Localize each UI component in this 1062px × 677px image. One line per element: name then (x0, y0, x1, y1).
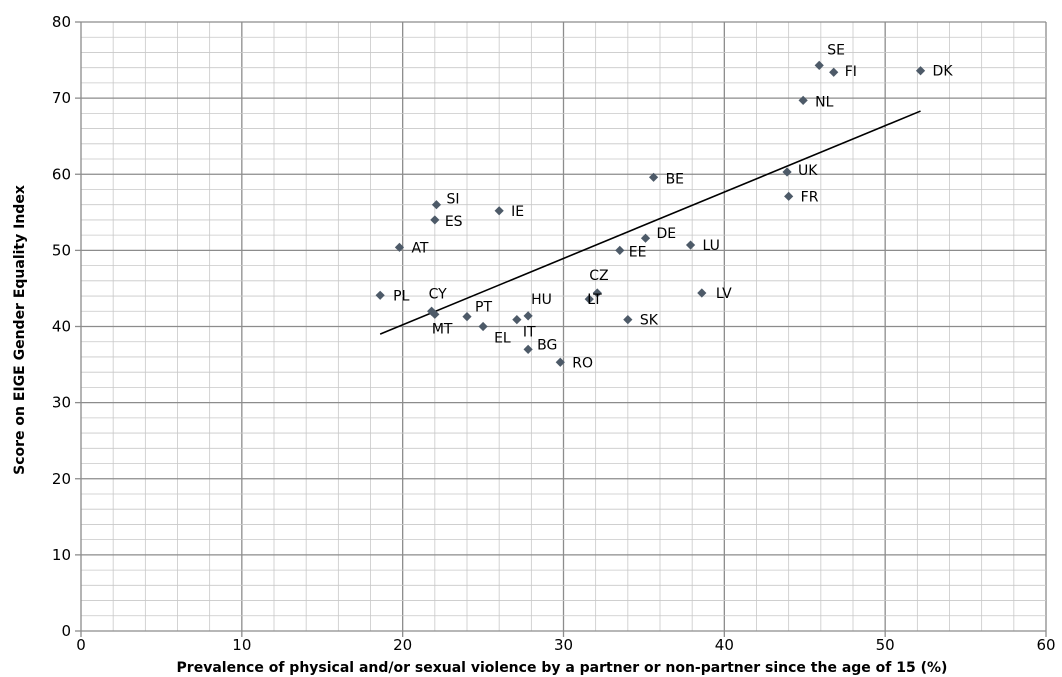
point-marker-mt (430, 309, 440, 319)
y-tick-label: 10 (52, 546, 71, 564)
y-axis-title: Score on EIGE Gender Equality Index (12, 185, 28, 475)
y-tick-label: 70 (52, 89, 71, 107)
point-marker-pl (375, 290, 385, 300)
point-marker-lu (685, 240, 696, 250)
point-label-be: BE (666, 171, 684, 187)
point-label-dk: DK (933, 64, 954, 80)
point-marker-lv (697, 288, 707, 298)
point-label-sk: SK (640, 313, 659, 329)
point-marker-si (431, 200, 442, 210)
x-tick-label: 40 (715, 636, 734, 654)
point-marker-at (394, 242, 405, 252)
point-marker-ie (494, 206, 504, 216)
point-label-el: EL (494, 331, 511, 347)
point-label-fr: FR (801, 189, 819, 205)
point-label-fi: FI (845, 64, 857, 80)
point-marker-it (512, 315, 522, 325)
point-label-lv: LV (716, 286, 732, 302)
x-tick-label: 60 (1036, 636, 1055, 654)
point-label-at: AT (411, 240, 428, 256)
point-label-ee: EE (629, 244, 647, 260)
axes (75, 21, 1047, 637)
point-label-it: IT (523, 325, 536, 341)
point-marker-es (430, 215, 440, 225)
point-marker-lt (584, 294, 594, 304)
x-axis-title: Prevalence of physical and/or sexual vio… (177, 660, 948, 676)
point-marker-se (814, 60, 824, 70)
point-marker-el (478, 321, 488, 332)
point-label-pl: PL (393, 288, 409, 304)
y-tick-label: 60 (52, 165, 71, 183)
point-label-uk: UK (798, 163, 818, 179)
point-label-si: SI (446, 192, 459, 208)
point-label-cy: CY (429, 286, 448, 302)
point-marker-cy (427, 306, 437, 316)
y-tick-label: 30 (52, 394, 71, 412)
point-label-ie: IE (511, 204, 524, 220)
point-marker-ee (615, 245, 625, 255)
point-label-es: ES (445, 214, 463, 230)
point-marker-fi (829, 67, 839, 77)
y-tick-label: 50 (52, 241, 71, 259)
point-marker-nl (798, 95, 808, 106)
point-label-pt: PT (475, 300, 492, 316)
point-label-de: DE (657, 226, 677, 242)
y-tick-label: 40 (52, 318, 71, 336)
x-tick-label: 0 (76, 636, 86, 654)
point-label-lt: LT (587, 292, 602, 308)
point-label-nl: NL (815, 94, 833, 110)
tick-labels: 0 10 20 30 40 50 60 0 10 20 30 40 50 60 70 80 (52, 13, 1056, 654)
gridlines (81, 21, 1047, 631)
point-marker-dk (915, 66, 926, 76)
point-label-cz: CZ (589, 268, 608, 284)
point-marker-de (640, 233, 651, 243)
point-label-se: SE (827, 42, 845, 58)
point-marker-fr (784, 191, 794, 201)
x-tick-label: 10 (232, 636, 251, 654)
x-tick-label: 30 (554, 636, 573, 654)
point-label-hu: HU (531, 292, 552, 308)
y-tick-label: 0 (61, 622, 71, 640)
point-marker-hu (523, 311, 533, 321)
point-marker-ro (555, 357, 565, 367)
y-tick-label: 80 (52, 13, 71, 31)
point-label-ro: RO (572, 355, 593, 371)
point-label-mt: MT (432, 321, 453, 337)
y-tick-label: 20 (52, 470, 71, 488)
x-tick-label: 50 (876, 636, 895, 654)
point-marker-uk (782, 167, 792, 177)
trend-line (379, 110, 921, 335)
x-tick-label: 20 (393, 636, 412, 654)
point-label-bg: BG (537, 337, 557, 353)
point-marker-cz (592, 288, 602, 298)
point-marker-pt (462, 312, 472, 322)
point-marker-be (648, 172, 659, 182)
point-label-lu: LU (703, 238, 720, 254)
point-marker-sk (623, 315, 633, 325)
point-marker-bg (523, 344, 533, 354)
